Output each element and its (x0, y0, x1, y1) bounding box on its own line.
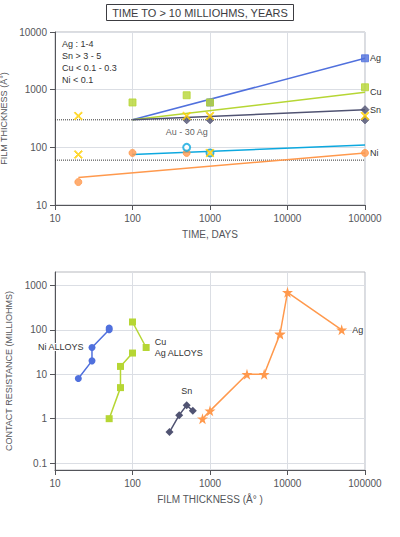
svg-text:10: 10 (36, 200, 48, 211)
svg-text:Ag: Ag (370, 53, 381, 63)
svg-text:10000: 10000 (274, 478, 302, 489)
svg-text:Ag: Ag (352, 325, 363, 335)
svg-text:Cu < 0.1 - 0.3: Cu < 0.1 - 0.3 (62, 63, 117, 73)
svg-text:1000: 1000 (25, 280, 48, 291)
svg-text:1000: 1000 (199, 478, 222, 489)
svg-text:Sn: Sn (181, 386, 192, 396)
svg-text:Ni ALLOYS: Ni ALLOYS (38, 342, 84, 352)
svg-text:1000: 1000 (199, 213, 222, 224)
svg-text:Sn: Sn (370, 105, 381, 115)
svg-text:10000: 10000 (274, 213, 302, 224)
svg-text:Au - 30 Ag: Au - 30 Ag (166, 127, 208, 137)
svg-text:Ag : 1-4: Ag : 1-4 (62, 39, 94, 49)
svg-text:1000: 1000 (25, 84, 48, 95)
svg-text:FILM THICKNESS (Å°): FILM THICKNESS (Å°) (0, 72, 9, 164)
svg-text:10000: 10000 (19, 27, 47, 38)
svg-text:TIME, DAYS: TIME, DAYS (182, 229, 238, 240)
svg-text:Ni < 0.1: Ni < 0.1 (62, 75, 93, 85)
svg-text:10: 10 (49, 478, 61, 489)
svg-text:100000: 100000 (348, 478, 382, 489)
svg-text:Ni: Ni (370, 148, 379, 158)
svg-text:Cu: Cu (370, 87, 382, 97)
svg-text:Ag ALLOYS: Ag ALLOYS (155, 348, 203, 358)
svg-text:10: 10 (49, 213, 61, 224)
svg-text:0.1: 0.1 (33, 458, 47, 469)
svg-text:100: 100 (124, 213, 141, 224)
svg-text:Sn > 3 - 5: Sn > 3 - 5 (62, 51, 101, 61)
svg-text:CONTACT RESISTANCE (MILLIOHMS): CONTACT RESISTANCE (MILLIOHMS) (4, 291, 14, 451)
svg-text:100: 100 (124, 478, 141, 489)
svg-text:FILM THICKNESS (Å° ): FILM THICKNESS (Å° ) (157, 493, 263, 505)
svg-text:1: 1 (41, 413, 47, 424)
svg-text:TIME TO > 10 MILLIOHMS, YEARS: TIME TO > 10 MILLIOHMS, YEARS (112, 7, 288, 19)
svg-text:100000: 100000 (348, 213, 382, 224)
svg-text:Cu: Cu (155, 337, 167, 347)
svg-text:10: 10 (36, 369, 48, 380)
svg-text:100: 100 (30, 324, 47, 335)
svg-text:100: 100 (30, 142, 47, 153)
